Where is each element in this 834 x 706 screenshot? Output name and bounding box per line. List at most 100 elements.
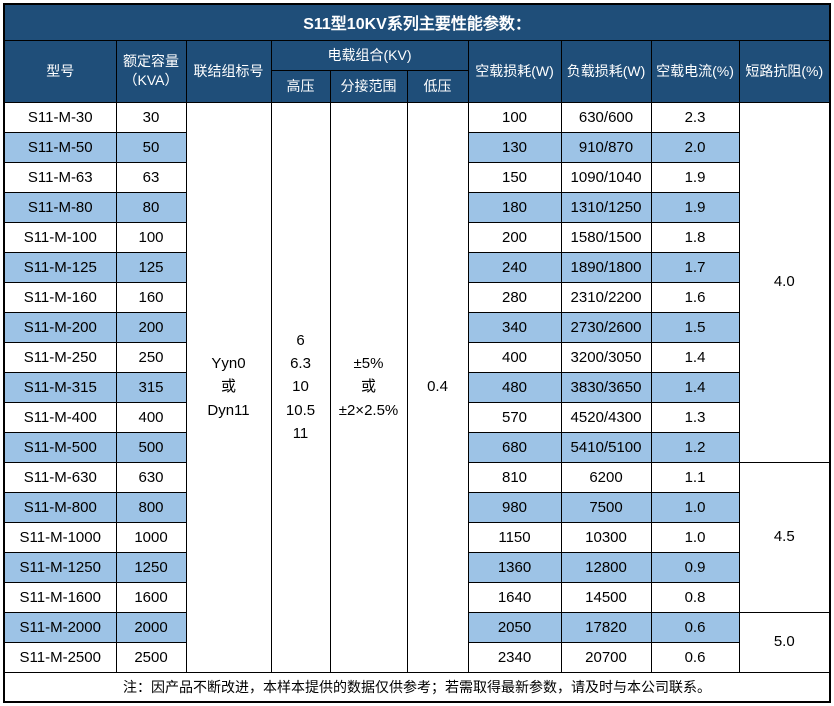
cell-model: S11-M-2000 [3, 611, 117, 643]
table-row: S11-M-630 630 810 6200 1.1 4.5 [3, 461, 831, 613]
cell-no-load-loss: 340 [467, 311, 562, 343]
cell-no-load-current: 1.0 [650, 521, 740, 553]
cell-capacity: 1250 [115, 551, 187, 583]
cell-no-load-current: 2.3 [650, 101, 740, 133]
cell-no-load-loss: 2050 [467, 611, 562, 643]
title-row: S11型10KV系列主要性能参数： [3, 3, 831, 41]
cell-capacity: 50 [115, 131, 187, 163]
cell-no-load-loss: 100 [467, 101, 562, 133]
cell-no-load-current: 1.0 [650, 491, 740, 523]
cell-model: S11-M-80 [3, 191, 117, 223]
cell-hv-values: 6 6.3 10 10.5 11 [270, 101, 331, 673]
cell-impedance-group: 4.0 [738, 101, 831, 463]
cell-capacity: 2000 [115, 611, 187, 643]
table-row: S11-M-80 80 180 1310/1250 1.9 [3, 191, 830, 223]
table-row: S11-M-2000 2000 2050 17820 0.6 5.0 [3, 611, 831, 673]
cell-capacity: 400 [115, 401, 187, 433]
cell-load-loss: 1310/1250 [560, 191, 652, 223]
cell-no-load-current: 1.4 [650, 341, 740, 373]
table-row: S11-M-315 315 480 3830/3650 1.4 [3, 371, 830, 403]
cell-capacity: 125 [115, 251, 187, 283]
cell-model: S11-M-500 [3, 431, 117, 463]
cell-load-loss: 4520/4300 [560, 401, 652, 433]
cell-load-loss: 1890/1800 [560, 251, 652, 283]
col-header-lv: 低压 [406, 69, 469, 103]
cell-capacity: 630 [115, 461, 187, 493]
cell-no-load-current: 1.4 [650, 371, 740, 403]
cell-load-loss: 3830/3650 [560, 371, 652, 403]
table-row: S11-M-100 100 200 1580/1500 1.8 [3, 221, 830, 253]
table-row: S11-M-1250 1250 1360 12800 0.9 [3, 551, 830, 583]
cell-capacity: 1600 [115, 581, 187, 613]
footer-note: 注：因产品不断改进，本样本提供的数据仅供参考；若需取得最新参数，请及时与本公司联… [3, 671, 831, 703]
cell-capacity: 2500 [115, 641, 187, 673]
cell-model: S11-M-100 [3, 221, 117, 253]
col-header-no-load-loss: 空载损耗(W) [467, 39, 562, 103]
header-row-1: 型号 额定容量 （KVA） 联结组标号 电载组合(KV) 空载损耗(W) 负载损… [3, 39, 831, 103]
cell-impedance-group: 5.0 [738, 611, 831, 673]
cell-tap-range-line: 或 [360, 378, 376, 396]
cell-no-load-loss: 240 [467, 251, 562, 283]
cell-no-load-current: 1.8 [650, 221, 740, 253]
cell-connection-group-line: Yyn0 [211, 355, 246, 373]
cell-capacity: 800 [115, 491, 187, 523]
table-row: S11-M-1600 1600 1640 14500 0.8 [3, 581, 830, 613]
cell-no-load-loss: 1640 [467, 581, 562, 613]
cell-no-load-current: 1.9 [650, 191, 740, 223]
cell-load-loss: 1580/1500 [560, 221, 652, 253]
cell-capacity: 200 [115, 311, 187, 343]
table-row: S11-M-800 800 980 7500 1.0 [3, 491, 830, 523]
cell-model: S11-M-160 [3, 281, 117, 313]
cell-hv-values-line: 10 [292, 378, 309, 396]
cell-model: S11-M-30 [3, 101, 117, 133]
cell-no-load-loss: 1360 [467, 551, 562, 583]
footer-row: 注：因产品不断改进，本样本提供的数据仅供参考；若需取得最新参数，请及时与本公司联… [3, 671, 831, 703]
col-header-impedance: 短路抗阻(%) [738, 39, 831, 103]
cell-no-load-current: 1.3 [650, 401, 740, 433]
cell-no-load-loss: 480 [467, 371, 562, 403]
cell-no-load-current: 1.5 [650, 311, 740, 343]
col-header-hv: 高压 [270, 69, 331, 103]
cell-no-load-current: 1.6 [650, 281, 740, 313]
cell-load-loss: 2730/2600 [560, 311, 652, 343]
cell-capacity: 80 [115, 191, 187, 223]
col-header-load-loss: 负载损耗(W) [560, 39, 652, 103]
cell-no-load-loss: 130 [467, 131, 562, 163]
col-header-capacity-line2: （KVA） [123, 72, 179, 88]
cell-capacity: 250 [115, 341, 187, 373]
cell-hv-values-line: 6.3 [290, 355, 311, 373]
cell-model: S11-M-800 [3, 491, 117, 523]
table-row: S11-M-400 400 570 4520/4300 1.3 [3, 401, 830, 433]
cell-no-load-current: 0.6 [650, 611, 740, 643]
col-header-capacity-line1: 额定容量 [123, 53, 179, 70]
cell-connection-group-line: Dyn11 [207, 401, 250, 419]
col-header-connection: 联结组标号 [185, 39, 272, 103]
cell-capacity: 160 [115, 281, 187, 313]
cell-capacity: 63 [115, 161, 187, 193]
cell-no-load-current: 0.8 [650, 581, 740, 613]
table-row: S11-M-200 200 340 2730/2600 1.5 [3, 311, 830, 343]
cell-model: S11-M-50 [3, 131, 117, 163]
cell-capacity: 100 [115, 221, 187, 253]
cell-capacity: 30 [115, 101, 187, 133]
cell-hv-values-line: 11 [292, 424, 309, 442]
table-row: S11-M-125 125 240 1890/1800 1.7 [3, 251, 830, 283]
cell-model: S11-M-2500 [3, 641, 117, 673]
cell-no-load-loss: 570 [467, 401, 562, 433]
cell-capacity: 500 [115, 431, 187, 463]
cell-capacity: 315 [115, 371, 187, 403]
table-row: S11-M-50 50 130 910/870 2.0 [3, 131, 830, 163]
cell-model: S11-M-1250 [3, 551, 117, 583]
table-row: S11-M-63 63 150 1090/1040 1.9 [3, 161, 830, 193]
table-row: S11-M-30 30 Yyn0 或 Dyn11 6 6.3 10 10.5 11 ±5% 或 ±2×2… [3, 101, 831, 673]
col-header-voltage-group: 电载组合(KV) [270, 39, 469, 71]
cell-connection-group: Yyn0 或 Dyn11 [185, 101, 272, 673]
cell-no-load-loss: 680 [467, 431, 562, 463]
spec-table: S11型10KV系列主要性能参数： 型号 额定容量 （KVA） 联结组标号 电载… [3, 3, 832, 703]
col-header-capacity: 额定容量 （KVA） [115, 39, 187, 103]
cell-load-loss: 20700 [560, 641, 652, 673]
cell-no-load-loss: 2340 [467, 641, 562, 673]
cell-no-load-loss: 980 [467, 491, 562, 523]
cell-hv-values-line: 6 [296, 331, 305, 349]
